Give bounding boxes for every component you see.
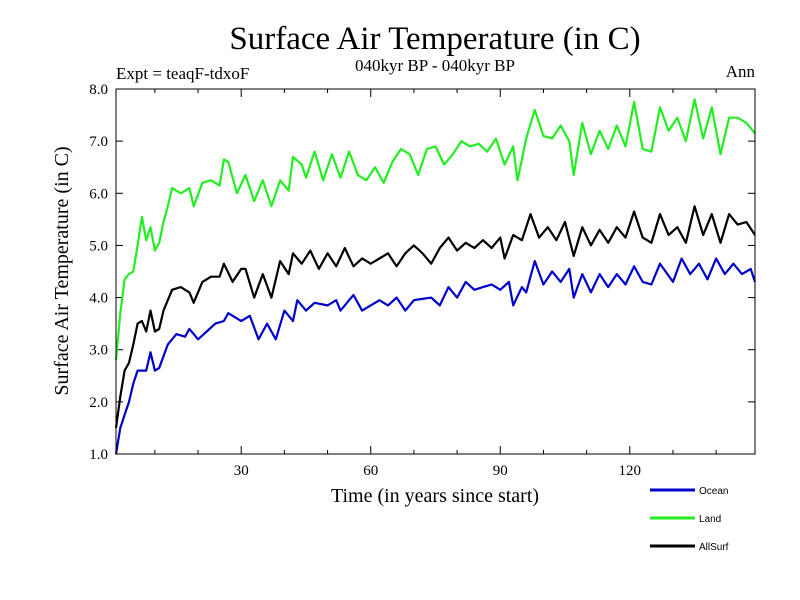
series-line-land bbox=[114, 98, 756, 361]
chart-title: Surface Air Temperature (in C) bbox=[229, 21, 640, 57]
x-tick-label: 90 bbox=[493, 463, 508, 479]
plot-frame bbox=[115, 88, 756, 455]
y-tick-label: 5.0 bbox=[89, 238, 108, 254]
legend-label-ocean: Ocean bbox=[699, 486, 728, 497]
x-axis-label: Time (in years since start) bbox=[331, 485, 539, 507]
y-tick-label: 4.0 bbox=[89, 291, 108, 307]
y-tick-label: 6.0 bbox=[89, 186, 108, 202]
y-tick-label: 1.0 bbox=[89, 447, 108, 463]
y-axis-label: Surface Air Temperature (in C) bbox=[51, 146, 73, 395]
season-note: Ann bbox=[726, 62, 756, 81]
x-tick-label: 30 bbox=[234, 463, 249, 479]
axis-ticks: 1.0 2.0 3.0 4.0 5.0 6.0 7.0 8.0 30 60 90 120 bbox=[89, 82, 755, 479]
x-tick-label: 120 bbox=[619, 463, 642, 479]
y-tick-label: 7.0 bbox=[89, 134, 108, 150]
legend-label-allsurf: AllSurf bbox=[699, 542, 729, 553]
y-tick-label: 2.0 bbox=[89, 395, 108, 411]
series-line-allsurf bbox=[114, 205, 756, 429]
x-tick-label: 60 bbox=[363, 463, 378, 479]
legend: Ocean Land AllSurf bbox=[650, 486, 729, 553]
y-tick-label: 3.0 bbox=[89, 343, 108, 359]
y-tick-label: 8.0 bbox=[89, 82, 108, 98]
series-line-ocean bbox=[114, 257, 757, 455]
experiment-note: Expt = teaqF-tdxoF bbox=[116, 64, 249, 83]
chart-subtitle: 040kyr BP - 040kyr BP bbox=[355, 56, 515, 75]
series-lines bbox=[114, 98, 757, 455]
legend-label-land: Land bbox=[699, 514, 721, 525]
